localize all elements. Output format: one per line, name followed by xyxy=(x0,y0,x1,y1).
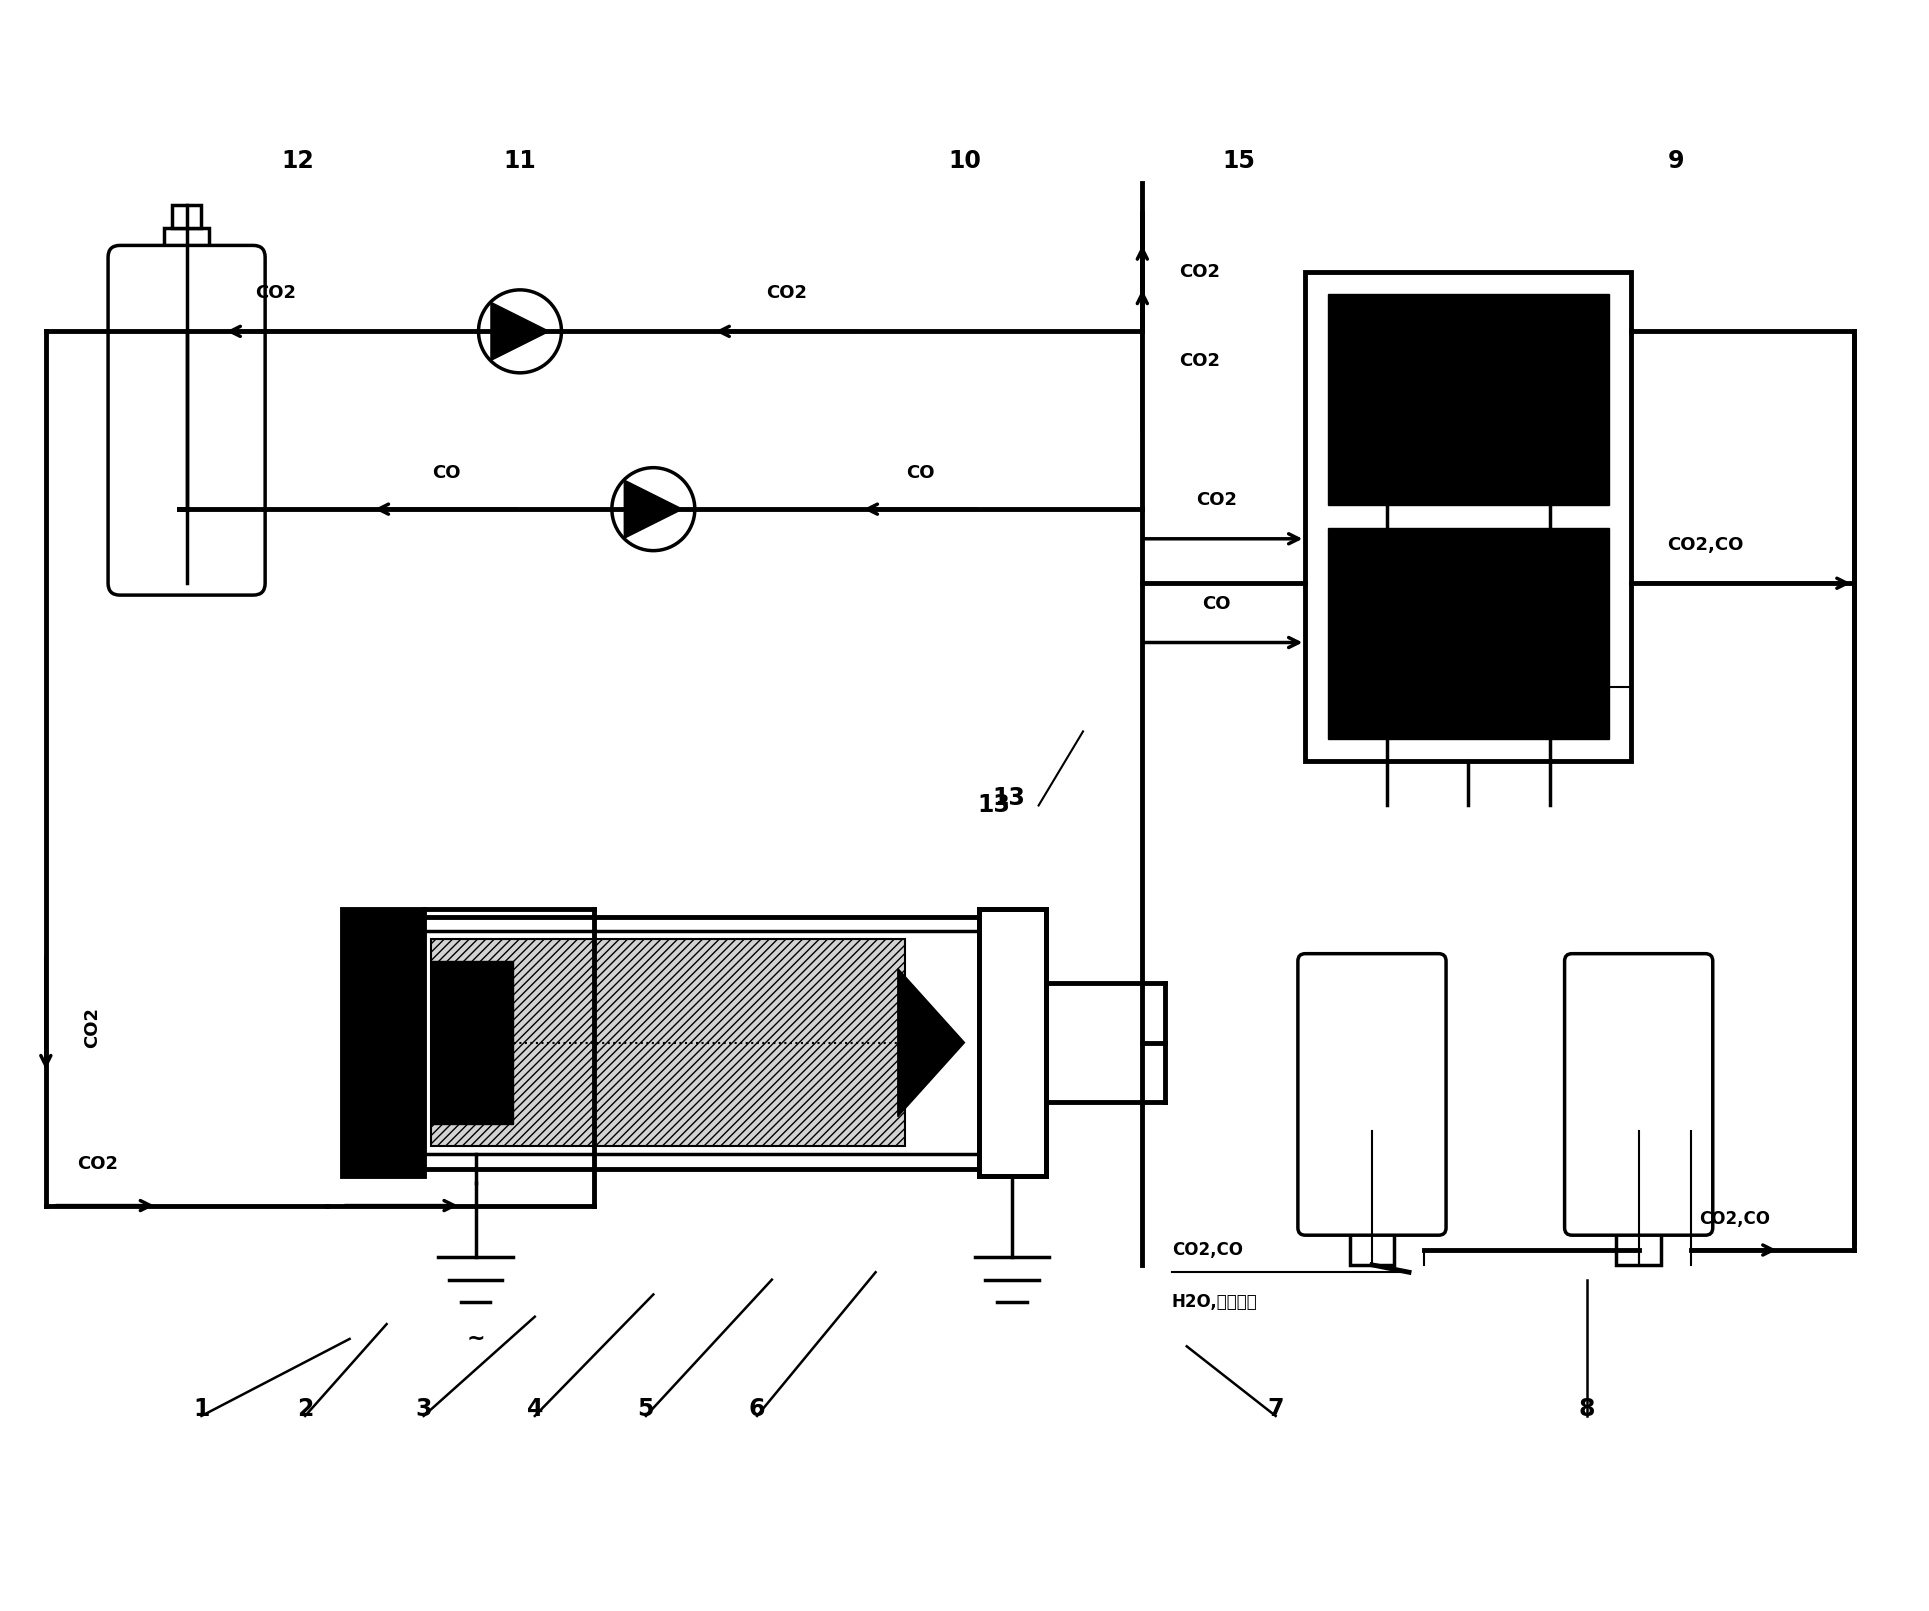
Text: 8: 8 xyxy=(1578,1397,1595,1421)
Text: CO2: CO2 xyxy=(83,1007,100,1049)
Text: 2: 2 xyxy=(297,1397,312,1421)
Text: CO2,CO: CO2,CO xyxy=(1173,1240,1242,1260)
Bar xyxy=(430,939,905,1147)
Text: CO2: CO2 xyxy=(766,284,806,301)
Bar xyxy=(1306,272,1632,760)
FancyBboxPatch shape xyxy=(1298,954,1447,1236)
Polygon shape xyxy=(625,480,683,538)
Text: 13: 13 xyxy=(993,786,1026,810)
Bar xyxy=(424,917,980,1168)
Bar xyxy=(430,962,513,1124)
Text: 13: 13 xyxy=(978,794,1011,817)
Polygon shape xyxy=(897,968,964,1116)
Text: 14: 14 xyxy=(1541,712,1574,736)
Text: CO2: CO2 xyxy=(77,1155,118,1173)
Bar xyxy=(980,909,1046,1176)
Text: 1: 1 xyxy=(193,1397,210,1421)
FancyBboxPatch shape xyxy=(1564,954,1713,1236)
Text: CO2,CO: CO2,CO xyxy=(1699,1210,1771,1228)
Text: CO: CO xyxy=(1202,594,1231,612)
Text: 4: 4 xyxy=(527,1397,542,1421)
Bar xyxy=(1617,1228,1661,1265)
Text: CO: CO xyxy=(907,464,934,482)
Bar xyxy=(341,909,424,1176)
Bar xyxy=(164,227,208,258)
Text: ~: ~ xyxy=(467,1329,484,1348)
Bar xyxy=(172,206,201,227)
Text: CO2: CO2 xyxy=(380,1155,422,1173)
Text: CO2: CO2 xyxy=(1196,491,1236,509)
FancyBboxPatch shape xyxy=(108,245,264,594)
Text: 12: 12 xyxy=(282,148,314,172)
Text: 5: 5 xyxy=(638,1397,654,1421)
Text: H2O,有机气体: H2O,有机气体 xyxy=(1173,1294,1258,1311)
Text: 9: 9 xyxy=(1667,148,1684,172)
Polygon shape xyxy=(492,303,550,361)
Text: 11: 11 xyxy=(503,148,536,172)
Text: CO2: CO2 xyxy=(255,284,295,301)
Text: 7: 7 xyxy=(1267,1397,1285,1421)
Text: CO2: CO2 xyxy=(1179,263,1221,280)
Bar xyxy=(1327,295,1609,506)
Text: CO: CO xyxy=(432,464,461,482)
Text: CO2,CO: CO2,CO xyxy=(1667,535,1744,554)
Bar xyxy=(1350,1228,1395,1265)
Text: 6: 6 xyxy=(748,1397,766,1421)
Text: 3: 3 xyxy=(415,1397,432,1421)
Text: 10: 10 xyxy=(947,148,982,172)
Text: CO2: CO2 xyxy=(1179,351,1221,371)
Text: 14: 14 xyxy=(1555,704,1588,728)
Text: 15: 15 xyxy=(1223,148,1256,172)
Bar xyxy=(1327,528,1609,739)
